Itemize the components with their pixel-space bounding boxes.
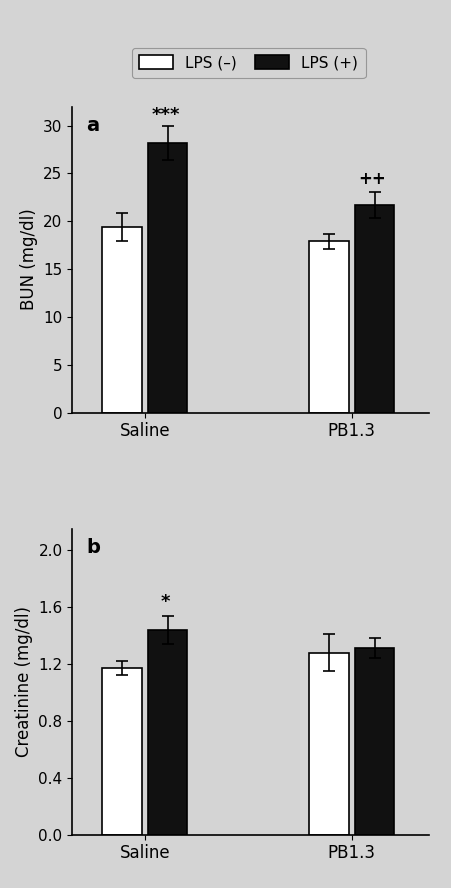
Text: *: * [161,593,170,611]
Bar [308,653,348,835]
Text: ***: *** [151,106,179,123]
Text: a: a [87,115,100,135]
Bar [354,205,393,413]
Bar [147,143,187,413]
Bar [354,648,393,835]
Y-axis label: BUN (mg/dl): BUN (mg/dl) [20,209,37,311]
Bar [102,669,141,835]
Bar [308,242,348,413]
Text: ++: ++ [358,170,386,188]
Text: b: b [87,538,100,557]
Y-axis label: Creatinine (mg/dl): Creatinine (mg/dl) [15,607,33,757]
Bar [102,227,141,413]
Legend: LPS (–), LPS (+): LPS (–), LPS (+) [131,48,365,78]
Bar [147,630,187,835]
